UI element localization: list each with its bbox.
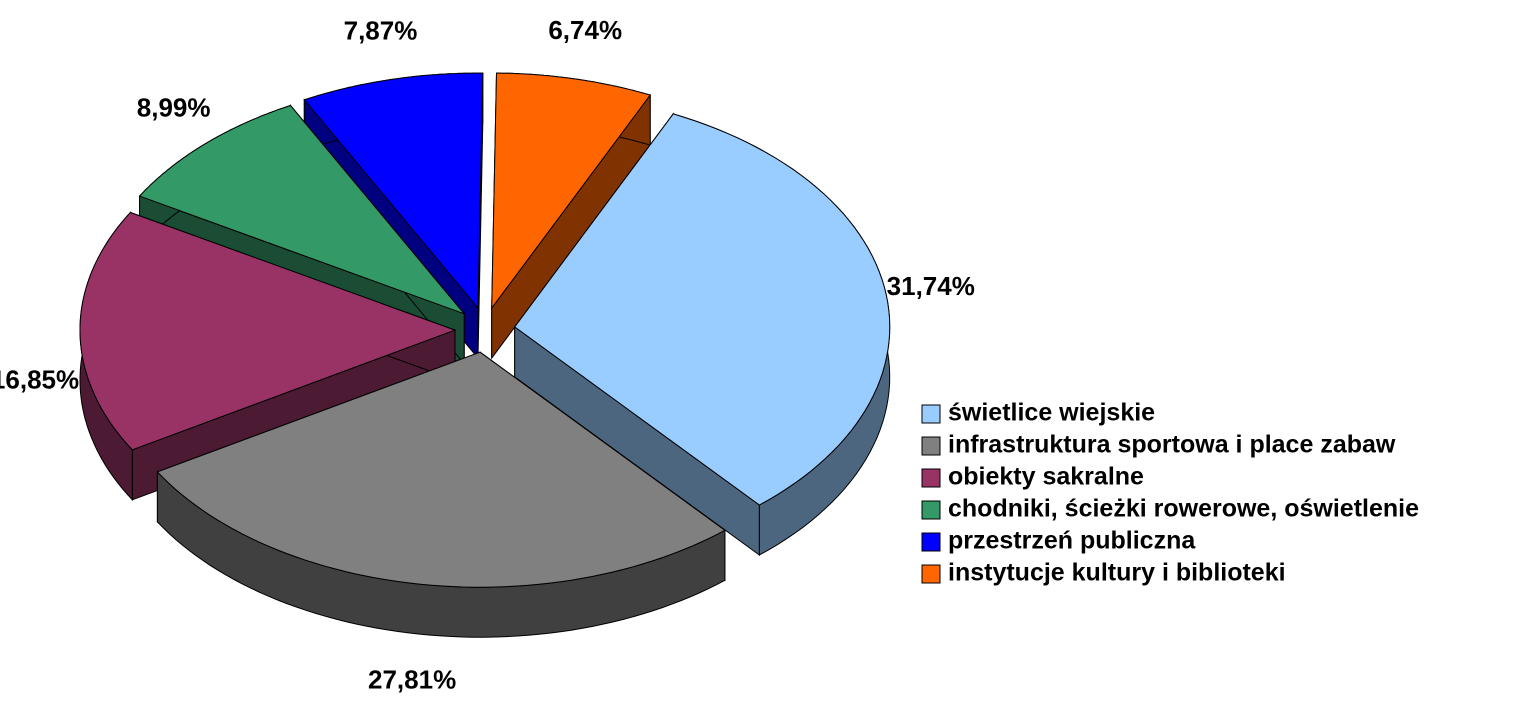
legend-swatch <box>921 468 941 488</box>
slice <box>513 112 891 556</box>
slice-top <box>156 351 726 588</box>
slice-top <box>79 211 457 451</box>
data-label: 8,99% <box>137 92 211 122</box>
legend-label: obiekty sakralne <box>948 463 1144 491</box>
slice <box>491 72 652 360</box>
slice-top <box>303 72 484 310</box>
legend-label: przestrzeń publiczna <box>948 527 1196 555</box>
legend-label: świetlice wiejskie <box>948 399 1155 427</box>
legend-label: instytucje kultury i biblioteki <box>948 559 1286 587</box>
slice-top <box>513 113 891 506</box>
slice-top <box>491 72 652 310</box>
legend-swatch <box>921 436 941 456</box>
legend-label: chodniki, ścieżki rowerowe, oświetlenie <box>948 495 1419 523</box>
data-label: 31,74% <box>887 271 975 301</box>
data-label: 27,81% <box>368 664 456 694</box>
slice <box>156 351 726 638</box>
legend-swatch <box>921 500 941 520</box>
legend-swatch <box>921 532 941 552</box>
slice-top <box>138 104 466 315</box>
legend-swatch <box>921 564 941 584</box>
data-label: 6,74% <box>548 15 622 45</box>
legend-label: infrastruktura sportowa i place zabaw <box>948 431 1396 459</box>
data-label: 7,87% <box>344 16 418 46</box>
legend-swatch <box>921 404 941 424</box>
data-label: 16,85% <box>0 364 79 394</box>
